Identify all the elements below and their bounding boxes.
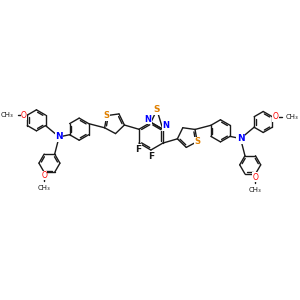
Text: O: O [253,173,258,182]
Text: S: S [154,105,160,114]
Text: F: F [148,152,154,160]
Text: O: O [21,111,27,120]
Text: O: O [273,112,279,121]
Text: F: F [135,145,141,154]
Text: N: N [237,134,244,143]
Text: CH₃: CH₃ [38,185,51,191]
Text: CH₃: CH₃ [286,114,299,120]
Text: O: O [41,171,47,180]
Text: CH₃: CH₃ [1,112,13,118]
Text: S: S [194,137,200,146]
Text: N: N [145,115,152,124]
Text: CH₃: CH₃ [249,187,262,193]
Text: N: N [162,122,169,130]
Text: S: S [104,111,110,120]
Text: N: N [55,132,63,141]
